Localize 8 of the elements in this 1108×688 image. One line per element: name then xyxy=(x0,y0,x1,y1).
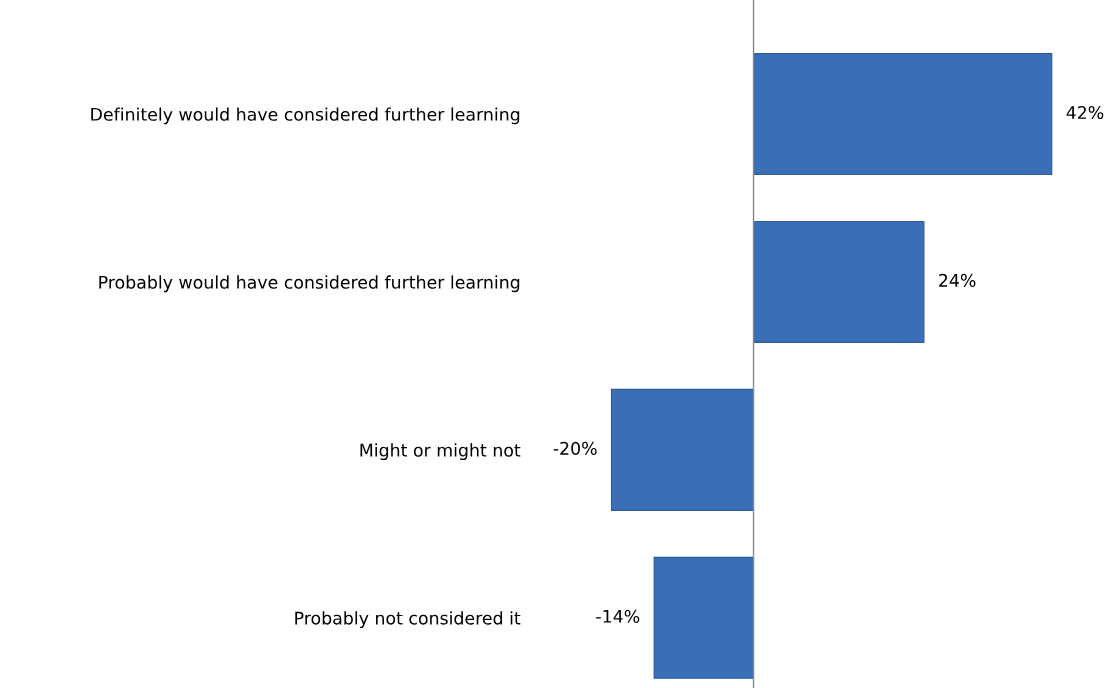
data-label: 24% xyxy=(939,273,976,287)
data-label: 42% xyxy=(1066,105,1104,120)
data-label: -20% xyxy=(553,441,597,455)
y-tick-label: Probably would have considered further learning xyxy=(99,275,520,293)
y-tick-label: Might or might not xyxy=(360,443,521,461)
y-tick-label: Definitely would have considered further learning xyxy=(91,107,520,125)
data-label: -14% xyxy=(596,609,640,623)
y-tick-label: Probably not considered it xyxy=(295,611,521,628)
